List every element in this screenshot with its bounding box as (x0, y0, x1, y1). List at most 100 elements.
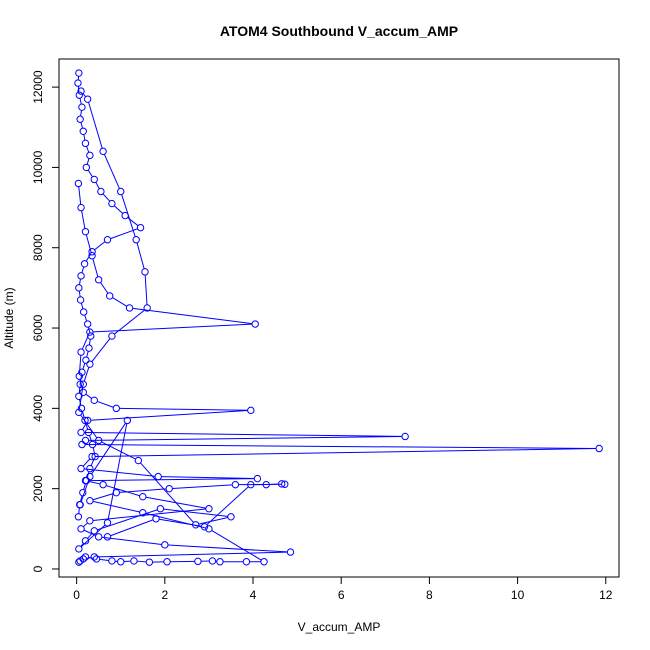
data-point (75, 558, 83, 566)
data-point (82, 356, 90, 364)
series-0-segment (80, 495, 83, 502)
series-1-segment (82, 422, 87, 430)
series-0-segment (83, 483, 86, 490)
data-point (103, 235, 112, 244)
series-0-segment (80, 110, 82, 117)
data-point (74, 513, 83, 521)
series-1-segment (88, 480, 101, 485)
series-3-segment (121, 194, 136, 237)
data-point (90, 527, 98, 535)
data-point (125, 304, 134, 312)
series-2-segment (211, 530, 262, 561)
data-point (165, 484, 173, 493)
series-1-segment (84, 431, 402, 437)
data-point (117, 187, 125, 196)
data-point (136, 223, 145, 232)
series-3-segment (144, 274, 148, 305)
series-2-segment (99, 558, 109, 562)
y-tick-label: 10000 (31, 150, 45, 184)
series-3-segment (103, 154, 120, 189)
data-point (86, 360, 94, 368)
data-point (247, 480, 255, 489)
data-point (90, 175, 98, 184)
x-tick-label: 8 (426, 588, 433, 602)
series-0-segment (88, 339, 91, 346)
data-point (108, 199, 116, 208)
series-3-segment (83, 367, 90, 382)
data-point (83, 95, 92, 103)
data-point (86, 464, 94, 473)
data-point (78, 103, 86, 111)
y-tick-label: 0 (31, 565, 45, 572)
data-point (75, 91, 83, 99)
data-point (208, 557, 217, 565)
data-point (80, 260, 89, 268)
series-1-segment (97, 400, 114, 408)
series-1-segment (81, 210, 86, 229)
data-point (103, 533, 112, 541)
data-point (99, 480, 107, 489)
data-point (88, 252, 96, 260)
data-point (76, 501, 84, 509)
series-0-segment (78, 278, 81, 285)
x-tick-label: 4 (250, 588, 257, 602)
y-axis-label: Altitude (m) (2, 287, 16, 348)
series-1-segment (93, 323, 253, 333)
series-1-segment (112, 297, 128, 307)
data-point (112, 404, 121, 413)
data-point (88, 452, 96, 461)
series-1-segment (85, 444, 596, 449)
series-1-segment (90, 410, 248, 421)
series-0-segment (83, 134, 86, 141)
series-0-segment (85, 423, 89, 430)
data-point (156, 505, 165, 513)
data-point (79, 308, 88, 316)
data-point (205, 525, 213, 533)
data-point (75, 69, 83, 77)
series-3-segment (88, 102, 103, 149)
data-point (82, 163, 91, 172)
series-1-segment (161, 476, 255, 480)
series-2-segment (172, 484, 233, 489)
series-0-segment (81, 411, 85, 418)
series-2-segment (119, 488, 167, 493)
series-1-segment (132, 307, 253, 325)
data-point (74, 179, 83, 188)
data-point (75, 545, 83, 553)
data-point (123, 416, 132, 425)
plot-frame (58, 58, 620, 578)
series-1-segment (92, 258, 99, 277)
data-point (77, 464, 85, 473)
data-point (78, 440, 86, 449)
series-2-segment (92, 493, 114, 501)
data-point (94, 533, 103, 541)
data-point (161, 541, 169, 549)
series-1-segment (101, 536, 162, 545)
series-3-segment (101, 441, 136, 460)
series-0-segment (92, 447, 95, 454)
series-3-segment (80, 414, 98, 439)
data-point (75, 408, 83, 417)
data-point (92, 555, 101, 563)
series-0-segment (86, 351, 89, 358)
data-point (242, 558, 251, 566)
data-point (253, 474, 262, 483)
data-point (139, 492, 147, 501)
x-tick-label: 6 (338, 588, 345, 602)
data-point (85, 344, 93, 352)
data-point (76, 296, 85, 304)
data-point (134, 456, 143, 465)
data-point (75, 284, 83, 292)
series-0-segment (94, 241, 106, 251)
data-point (77, 203, 85, 212)
data-point (595, 444, 603, 453)
data-point (77, 272, 85, 280)
series-0-segment (102, 193, 111, 202)
data-point (76, 557, 84, 565)
data-point (216, 558, 224, 566)
series-0-segment (95, 182, 100, 189)
data-point (75, 392, 83, 401)
data-point (94, 276, 103, 284)
y-tick-label: 6000 (31, 314, 45, 341)
data-point (83, 320, 92, 328)
